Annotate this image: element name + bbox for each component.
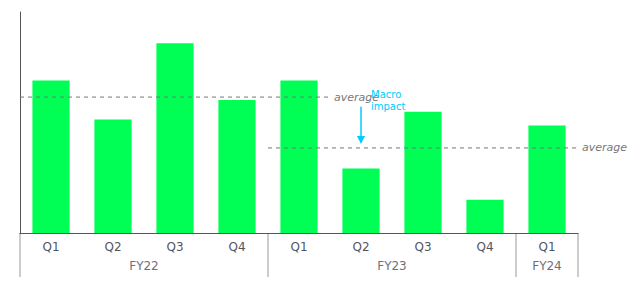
svg-text:FY23: FY23 <box>377 259 407 273</box>
svg-text:Q2: Q2 <box>352 240 369 254</box>
svg-text:average: average <box>334 90 379 104</box>
svg-text:Q3: Q3 <box>414 240 431 254</box>
svg-text:Q1: Q1 <box>42 240 59 254</box>
svg-text:Macro: Macro <box>371 89 401 100</box>
svg-text:Q1: Q1 <box>538 240 555 254</box>
svg-text:Q3: Q3 <box>166 240 183 254</box>
svg-text:Q1: Q1 <box>290 240 307 254</box>
svg-text:FY24: FY24 <box>532 259 562 273</box>
svg-text:Q4: Q4 <box>476 240 493 254</box>
svg-text:Q4: Q4 <box>228 240 245 254</box>
svg-text:impact: impact <box>371 101 405 112</box>
svg-text:FY22: FY22 <box>129 259 159 273</box>
svg-text:average: average <box>582 141 627 154</box>
svg-text:Q2: Q2 <box>104 240 121 254</box>
